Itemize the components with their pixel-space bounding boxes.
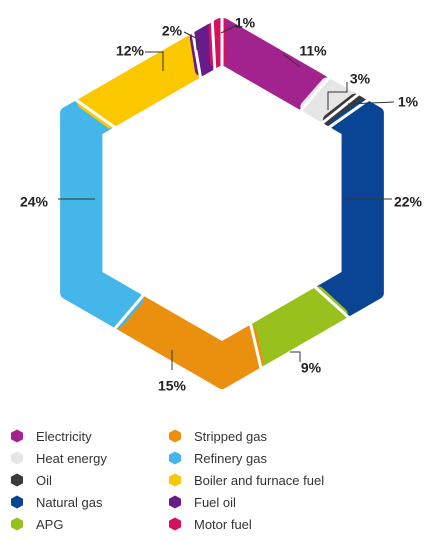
legend-label: Stripped gas [194,428,267,444]
slice-separator [311,283,353,321]
slice-separator [210,18,217,73]
hexagon-swatch-icon [10,517,24,531]
hexagon-swatch-icon [168,473,182,487]
hexagon-swatch-icon [10,429,24,443]
leader-line [220,24,238,34]
slice-separator [72,97,119,131]
slice-refinery-gas [60,99,144,329]
leader-line [183,31,198,51]
slice-electricity [217,18,330,111]
leader-line [327,82,348,110]
legend-label: Fuel oil [194,494,236,510]
legend-item-fuel-oil: Fuel oil [168,492,236,512]
slice-separator [318,91,362,127]
hexagon-donut-chart: 11% 3% 1% 22% 9% 15% 24% 12% 2% 1% [20,13,423,394]
legend-label: Boiler and furnace fuel [194,472,325,488]
slice-stripped-gas [114,295,264,389]
legend-item-oil: Oil [10,470,52,490]
leader-line [290,351,301,362]
legend-label: Heat energy [36,450,107,466]
hexagon-swatch-icon [10,451,24,465]
hexagon-swatch-icon [10,495,24,509]
slice-apg [247,286,348,367]
legend-item-natural-gas: Natural gas [10,492,102,512]
data-label-fuel-oil: 2% [162,23,183,39]
hexagon-swatch-icon [168,451,182,465]
data-label-heat-energy: 3% [350,71,371,87]
leader-line [282,53,301,68]
legend-item-stripped-gas: Stripped gas [168,426,267,446]
data-label-boiler-and-furnace-fuel: 12% [116,43,145,59]
slice-motor-fuel [208,18,227,68]
legend-label: APG [36,516,64,532]
leader-line [145,51,164,71]
legend-item-motor-fuel: Motor fuel [168,514,252,534]
slice-separator [190,29,203,82]
legend-label: Refinery gas [194,450,267,466]
slice-natural-gas [315,99,384,318]
legend-item-electricity: Electricity [10,426,92,446]
data-label-apg: 9% [301,360,322,376]
legend-item-refinery-gas: Refinery gas [168,448,267,468]
hexagon-swatch-icon [168,517,182,531]
data-label-electricity: 11% [299,43,327,59]
legend-label: Oil [36,472,52,488]
legend-item-apg: APG [10,514,63,534]
hexagon-swatch-icon [168,429,182,443]
data-label-refinery-gas: 24% [20,194,49,210]
data-label-motor-fuel: 1% [235,15,256,31]
data-label-stripped-gas: 15% [158,378,187,394]
legend-item-heat-energy: Heat energy [10,448,107,468]
data-label-natural-gas: 22% [394,194,423,210]
data-label-oil: 1% [398,94,419,110]
hexagon-swatch-icon [168,495,182,509]
slice-separator [297,73,333,115]
legend-label: Natural gas [36,494,103,510]
slice-separator [111,291,147,333]
leader-line [347,101,395,105]
hexagon-swatch-icon [10,473,24,487]
slice-separator [248,320,264,372]
legend-label: Motor fuel [194,516,252,532]
legend-label: Electricity [36,428,92,444]
legend-item-boiler-and-furnace-fuel: Boiler and furnace fuel [168,470,324,490]
